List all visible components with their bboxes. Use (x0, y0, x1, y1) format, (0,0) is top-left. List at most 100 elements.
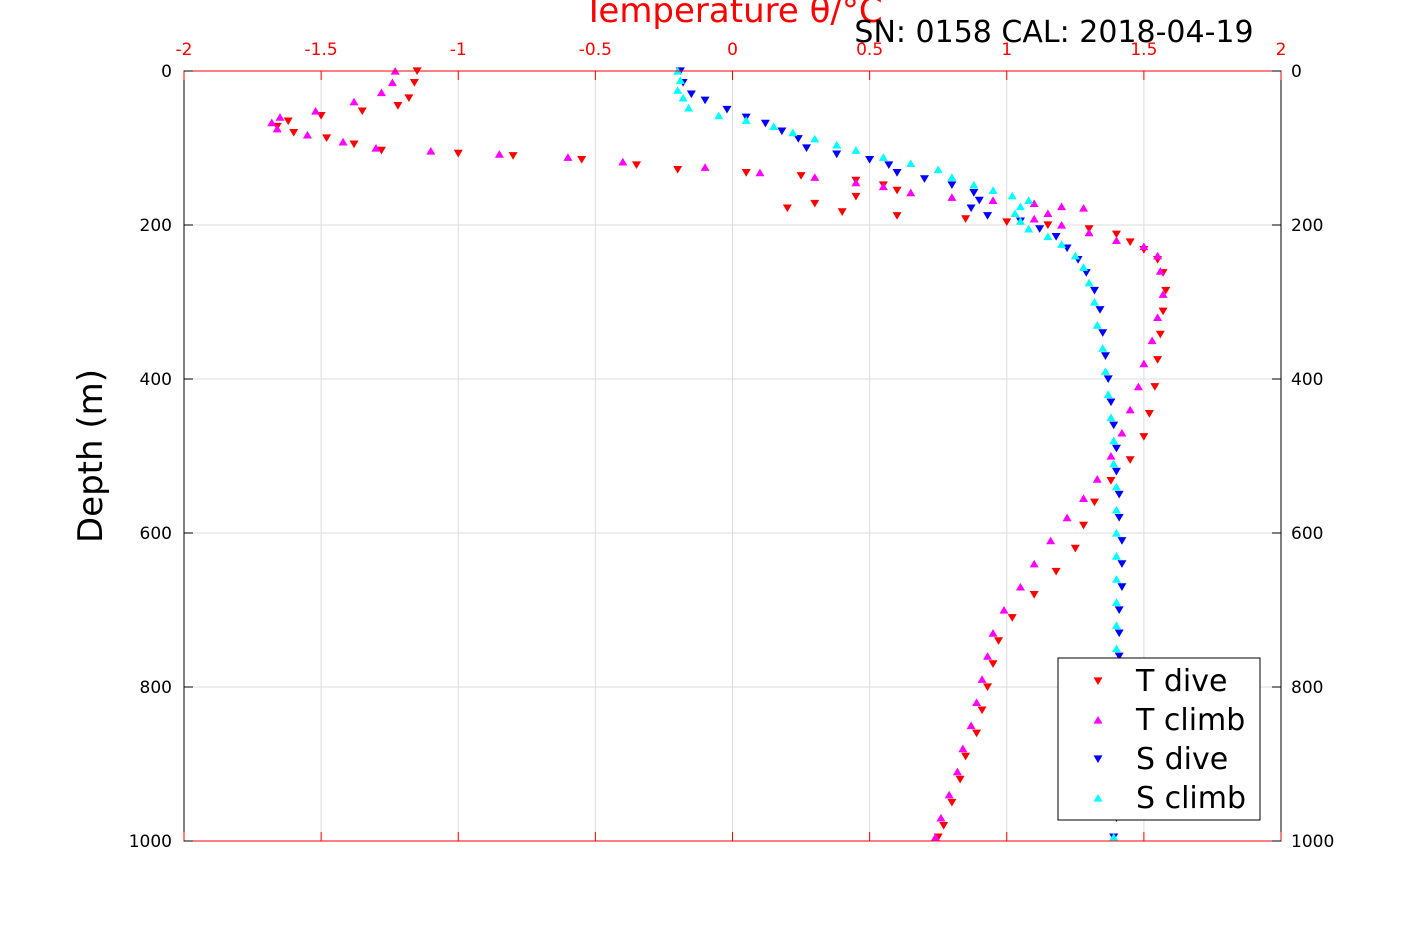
data-point (1153, 251, 1163, 260)
data-point (1043, 209, 1053, 218)
data-point (930, 833, 940, 841)
data-point (1125, 405, 1135, 414)
data-point (1084, 278, 1094, 287)
data-point (966, 204, 976, 213)
data-point (1015, 582, 1025, 591)
data-point (892, 169, 902, 177)
data-point (1111, 575, 1121, 583)
data-point (678, 93, 688, 102)
data-point (494, 150, 504, 158)
y-axis-label: Depth (m) (71, 369, 111, 543)
data-point (700, 163, 710, 171)
data-point (972, 729, 982, 738)
x-tick-label: -1 (450, 40, 467, 60)
data-point (782, 204, 792, 213)
data-point (810, 173, 820, 181)
data-point (1147, 336, 1157, 345)
x-tick-label: 2 (1276, 40, 1287, 60)
data-point (283, 117, 293, 126)
data-point (722, 105, 732, 114)
data-point (322, 134, 332, 143)
data-point (393, 102, 403, 110)
data-point (1084, 228, 1094, 237)
data-point (851, 146, 861, 154)
data-point (1106, 398, 1116, 407)
data-point (1117, 560, 1127, 568)
data-point (802, 144, 812, 153)
data-point (947, 181, 957, 190)
data-point (1100, 367, 1110, 375)
data-point (387, 78, 397, 87)
data-point (1070, 544, 1080, 553)
data-point (1015, 217, 1025, 225)
data-point (741, 169, 751, 177)
y-tick-label-left: 400 (140, 370, 172, 390)
data-point (999, 605, 1009, 614)
y-tick-label-left: 1000 (129, 832, 172, 852)
data-point (1111, 482, 1121, 491)
x-tick-label: 0 (727, 40, 738, 60)
data-point (983, 683, 993, 692)
data-point (1117, 583, 1127, 591)
data-point (1024, 224, 1034, 233)
data-point (832, 140, 842, 149)
data-point (892, 186, 902, 195)
data-point (1111, 598, 1121, 606)
data-point (1046, 536, 1056, 545)
data-point (426, 147, 436, 155)
y-tick-label-right: 200 (1291, 216, 1323, 236)
data-point (1106, 413, 1116, 422)
series-t-climb (267, 66, 1168, 841)
data-point (311, 106, 321, 115)
data-point (453, 149, 463, 158)
data-point (1114, 652, 1124, 661)
data-point (1100, 352, 1110, 360)
data-point (741, 116, 751, 124)
data-point (977, 706, 987, 715)
data-point (349, 140, 359, 149)
data-point (1117, 428, 1127, 437)
y-tick-label-right: 600 (1291, 524, 1323, 544)
data-point (1114, 490, 1124, 499)
data-point (988, 629, 998, 637)
data-point (1079, 494, 1089, 502)
y-tick-label-left: 800 (140, 678, 172, 698)
data-point (1057, 240, 1067, 248)
data-point (673, 86, 683, 94)
data-point (947, 173, 957, 181)
data-point (371, 143, 381, 152)
data-point (700, 96, 710, 105)
data-point (1139, 242, 1149, 251)
data-point (977, 675, 987, 683)
data-point (851, 192, 861, 201)
data-point (878, 153, 888, 161)
data-point (1029, 559, 1039, 568)
data-point (409, 78, 419, 87)
data-point (1070, 251, 1080, 260)
data-point (1125, 238, 1135, 246)
data-point (1150, 383, 1160, 391)
data-point (404, 94, 414, 102)
data-point (1092, 321, 1102, 329)
data-point (944, 790, 954, 799)
data-point (1153, 313, 1163, 321)
x-axis-ticks: -2 -1.5 -1 -0.5 0 0.5 1 1.5 2 (176, 40, 1287, 841)
data-point (1090, 498, 1100, 507)
data-point (1051, 567, 1061, 576)
data-point (632, 161, 642, 169)
data-point (933, 165, 943, 174)
data-point (684, 103, 694, 112)
legend-label-t-climb: T climb (1135, 703, 1245, 738)
y-tick-label-left: 0 (161, 62, 172, 82)
x-tick-label: 0.5 (856, 40, 883, 60)
y-tick-label-left: 600 (140, 524, 172, 544)
data-point (1095, 306, 1105, 314)
data-point (1114, 629, 1124, 638)
legend: T dive T climb S dive S climb (1057, 657, 1261, 821)
data-point (1144, 410, 1154, 418)
y-axis-ticks: 0 0 200 200 400 400 600 600 800 800 1000 1000 (129, 62, 1335, 852)
data-point (1057, 220, 1067, 229)
data-point (1111, 467, 1121, 476)
data-point (865, 155, 875, 164)
